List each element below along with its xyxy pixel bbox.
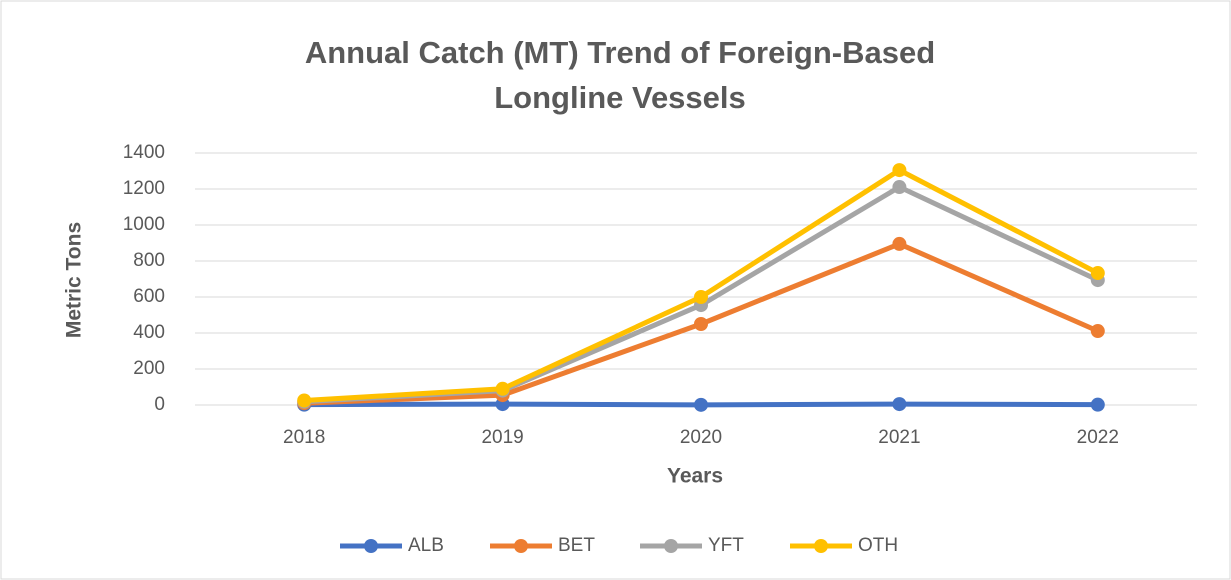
data-point — [1090, 397, 1105, 412]
x-tick-label: 2022 — [1077, 427, 1119, 448]
legend-label: ALB — [408, 535, 444, 556]
data-point — [892, 236, 907, 251]
x-tick-label: 2018 — [283, 427, 325, 448]
legend-label: BET — [558, 535, 595, 556]
data-point — [694, 397, 708, 412]
x-tick-label: 2019 — [481, 427, 523, 448]
y-axis-label: Metric Tons — [63, 222, 86, 338]
legend-marker — [814, 539, 828, 553]
y-tick-label: 400 — [133, 322, 165, 343]
y-tick-label: 1400 — [123, 142, 165, 163]
chart-title: Longline Vessels — [494, 80, 746, 115]
legend-label: OTH — [858, 535, 898, 556]
legend-marker — [514, 539, 528, 553]
x-tick-label: 2020 — [680, 427, 722, 448]
chart-title: Annual Catch (MT) Trend of Foreign-Based — [305, 35, 935, 70]
data-point — [495, 381, 510, 396]
data-point — [1090, 324, 1105, 339]
data-point — [297, 393, 312, 408]
y-tick-label: 1000 — [123, 214, 165, 235]
y-tick-label: 800 — [133, 250, 165, 271]
y-tick-label: 600 — [133, 286, 165, 307]
x-tick-label: 2021 — [878, 427, 920, 448]
data-point — [892, 180, 907, 195]
data-point — [892, 163, 907, 178]
y-tick-label: 200 — [133, 358, 165, 379]
legend-marker — [364, 539, 378, 553]
y-tick-label: 1200 — [123, 178, 165, 199]
x-axis-label: Years — [667, 465, 723, 488]
data-point — [694, 290, 708, 304]
legend-marker — [664, 539, 678, 553]
legend-label: YFT — [708, 535, 744, 556]
y-tick-label: 0 — [154, 394, 165, 415]
data-point — [1090, 266, 1105, 281]
data-point — [694, 317, 708, 331]
data-point — [892, 397, 907, 412]
